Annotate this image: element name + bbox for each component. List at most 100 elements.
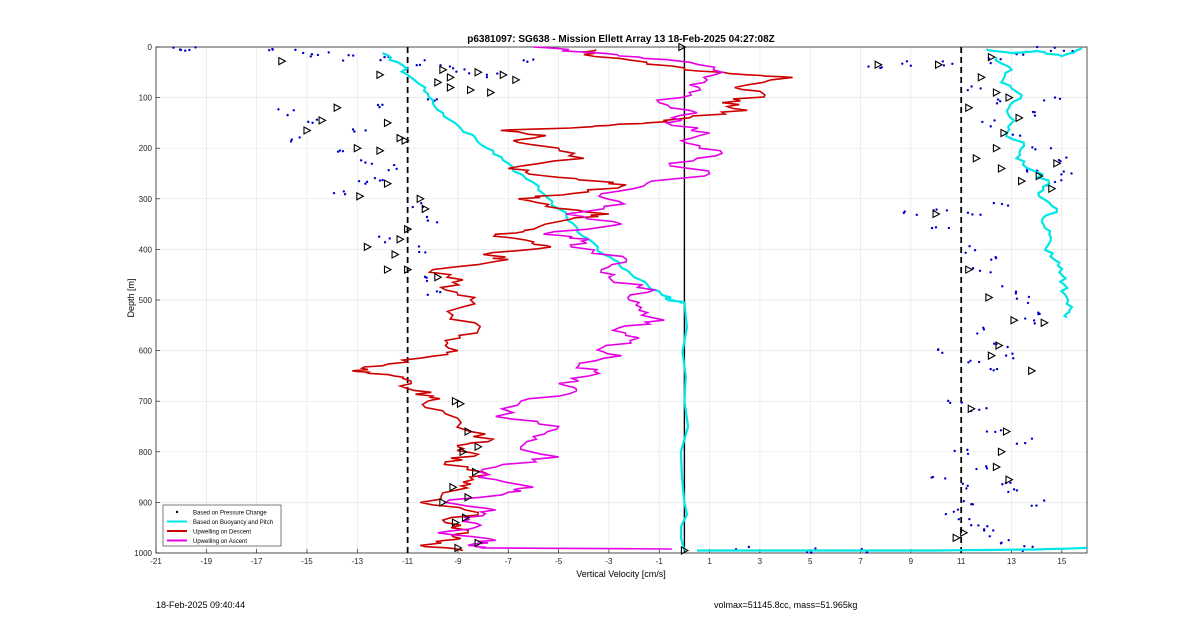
series-buoyancy-pitch-line bbox=[697, 546, 1088, 552]
x-tick-label: -3 bbox=[605, 557, 613, 566]
triangle-marker bbox=[446, 72, 456, 82]
pressure-change-dot bbox=[435, 290, 439, 293]
pressure-change-dot bbox=[1000, 202, 1004, 206]
pressure-change-dot bbox=[1023, 441, 1027, 445]
pressure-change-dot bbox=[194, 46, 197, 49]
y-tick-label: 600 bbox=[139, 347, 153, 356]
triangle-marker bbox=[1015, 113, 1024, 123]
triangle-marker bbox=[934, 60, 944, 70]
pressure-change-dot bbox=[425, 215, 429, 219]
y-tick-label: 0 bbox=[148, 43, 153, 52]
triangle-marker bbox=[680, 546, 690, 555]
pressure-change-dot bbox=[448, 65, 452, 68]
pressure-change-dot bbox=[277, 108, 280, 111]
pressure-change-dot bbox=[957, 517, 961, 521]
pressure-change-dot bbox=[294, 48, 297, 52]
pressure-change-dot bbox=[184, 49, 187, 52]
chart-title: p6381097: SG638 - Mission Ellett Array 1… bbox=[467, 34, 775, 45]
pressure-change-dot bbox=[379, 58, 382, 62]
x-tick-label: -21 bbox=[150, 557, 162, 566]
pressure-change-dot bbox=[947, 226, 951, 230]
pressure-change-dot bbox=[936, 348, 940, 352]
triangle-marker bbox=[383, 265, 393, 275]
triangle-marker bbox=[416, 194, 425, 204]
pressure-change-dot bbox=[1018, 134, 1022, 137]
pressure-change-dot bbox=[1012, 488, 1016, 491]
y-tick-label: 500 bbox=[139, 296, 153, 305]
legend-label: Based on Pressure Change bbox=[193, 511, 267, 517]
pressure-change-dot bbox=[969, 359, 972, 363]
pressure-change-dot bbox=[1049, 147, 1053, 150]
x-tick-label: 9 bbox=[909, 557, 914, 566]
pressure-change-dot bbox=[880, 66, 883, 69]
pressure-change-dot bbox=[426, 293, 429, 297]
pressure-change-dot bbox=[1026, 301, 1030, 305]
pressure-change-dot bbox=[1004, 354, 1008, 357]
triangle-marker bbox=[1010, 315, 1019, 325]
pressure-change-dot bbox=[1007, 538, 1010, 542]
pressure-change-dot bbox=[985, 430, 989, 433]
pressure-change-dot bbox=[941, 351, 944, 355]
pressure-change-dot bbox=[951, 62, 954, 66]
pressure-change-dot bbox=[969, 524, 973, 527]
pressure-change-dot bbox=[347, 54, 350, 57]
pressure-change-dot bbox=[455, 70, 458, 73]
pressure-change-dot bbox=[934, 226, 938, 229]
pressure-change-dot bbox=[952, 510, 956, 513]
pressure-change-dot bbox=[365, 180, 369, 184]
triangle-marker bbox=[456, 399, 466, 409]
pressure-change-dot bbox=[994, 430, 997, 434]
pressure-change-dot bbox=[966, 448, 969, 452]
triangle-marker bbox=[353, 143, 362, 153]
pressure-change-dot bbox=[373, 176, 377, 180]
pressure-change-dot bbox=[901, 62, 904, 65]
pressure-change-dot bbox=[1059, 160, 1062, 163]
pressure-change-dot bbox=[979, 213, 982, 216]
pressure-change-dot bbox=[903, 210, 906, 213]
pressure-change-dot bbox=[971, 503, 975, 506]
triangle-marker bbox=[451, 518, 461, 528]
triangle-marker bbox=[985, 293, 994, 302]
pressure-change-dot bbox=[425, 279, 429, 283]
x-tick-label: 15 bbox=[1057, 557, 1066, 566]
pressure-change-dot bbox=[992, 529, 995, 532]
pressure-change-dot bbox=[417, 245, 421, 248]
pressure-change-dot bbox=[336, 150, 340, 153]
triangle-marker bbox=[1028, 366, 1037, 376]
pressure-change-dot bbox=[378, 105, 381, 109]
pressure-change-dot bbox=[451, 67, 455, 70]
series-buoyancy-pitch-line bbox=[986, 47, 1083, 58]
pressure-change-dot bbox=[463, 68, 466, 71]
pressure-change-dot bbox=[1012, 357, 1015, 360]
pressure-change-dot bbox=[961, 482, 964, 485]
series-ascent-line bbox=[437, 46, 725, 550]
triangle-marker bbox=[376, 146, 385, 156]
triangle-marker bbox=[461, 513, 471, 523]
footer-volmax-mass: volmax=51145.8cc, mass=51.965kg bbox=[714, 600, 858, 610]
y-tick-label: 700 bbox=[139, 397, 153, 406]
pressure-change-dot bbox=[411, 205, 415, 209]
pressure-change-dot bbox=[172, 46, 175, 49]
y-tick-label: 800 bbox=[139, 448, 153, 457]
pressure-change-dot bbox=[1062, 49, 1066, 53]
legend-label: Upwelling on Descent bbox=[193, 530, 251, 536]
triangle-marker bbox=[965, 103, 974, 113]
pressure-change-dot bbox=[1011, 352, 1014, 355]
pressure-change-dot bbox=[415, 63, 418, 67]
pressure-change-dot bbox=[948, 401, 952, 405]
pressure-change-dot bbox=[353, 130, 356, 133]
triangle-marker bbox=[995, 341, 1004, 350]
triangle-marker bbox=[997, 447, 1007, 457]
triangle-marker bbox=[449, 482, 458, 492]
pressure-change-dot bbox=[993, 119, 996, 122]
triangle-marker bbox=[464, 492, 473, 502]
plot-area bbox=[172, 42, 1088, 555]
triangle-marker bbox=[383, 179, 393, 189]
pressure-change-dot bbox=[966, 484, 969, 488]
y-tick-label: 1000 bbox=[134, 549, 152, 558]
pressure-change-dot bbox=[1031, 110, 1035, 114]
triangle-marker bbox=[997, 164, 1007, 173]
y-tick-label: 300 bbox=[139, 195, 153, 204]
triangle-marker bbox=[487, 88, 496, 97]
pressure-change-dot bbox=[485, 73, 489, 77]
